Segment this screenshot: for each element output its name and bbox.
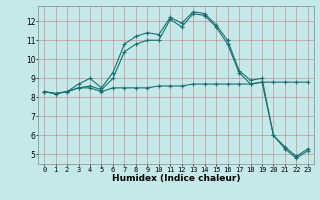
X-axis label: Humidex (Indice chaleur): Humidex (Indice chaleur) <box>112 174 240 183</box>
